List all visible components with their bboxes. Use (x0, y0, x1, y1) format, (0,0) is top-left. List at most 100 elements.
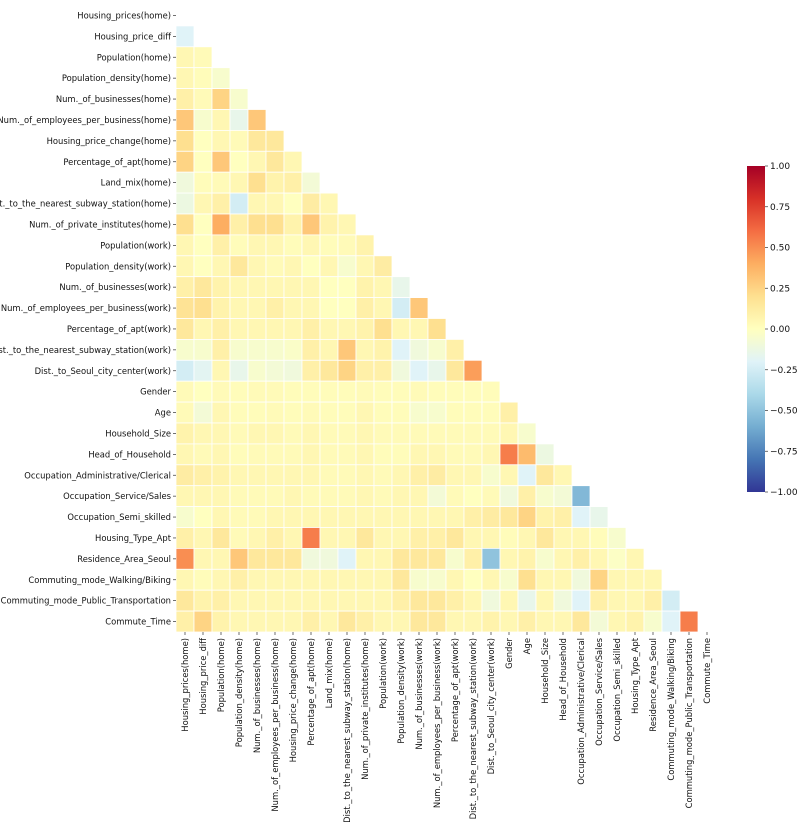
heatmap-cell (499, 401, 519, 424)
heatmap-cell (229, 234, 249, 257)
heatmap-cell (535, 568, 555, 591)
heatmap-cell (247, 338, 267, 361)
heatmap-cell (337, 422, 357, 445)
heatmap-cell (373, 276, 393, 299)
heatmap-cell (229, 506, 249, 528)
heatmap-cell (499, 443, 519, 466)
heatmap-cell (247, 234, 267, 257)
heatmap-cell (517, 589, 537, 612)
heatmap-cell (373, 548, 393, 570)
row-label: Population(work) (100, 240, 171, 250)
heatmap-cell (427, 485, 447, 508)
heatmap-cell (247, 506, 267, 528)
heatmap-cell (427, 422, 447, 445)
heatmap-cell (193, 192, 213, 215)
row-label: Dist._to_the_nearest_subway_station(home… (0, 199, 171, 209)
row-label: Household_Size (105, 428, 171, 438)
heatmap-cell (355, 443, 375, 466)
heatmap-cell (175, 192, 195, 215)
heatmap-cell (301, 255, 321, 278)
row-label: Dist._to_the_nearest_subway_station(work… (0, 345, 171, 355)
heatmap-cell (481, 464, 501, 487)
heatmap-cell (175, 589, 195, 612)
heatmap-cell (373, 527, 393, 549)
heatmap-cell (373, 485, 393, 508)
heatmap-cell (265, 171, 285, 194)
heatmap-cell (319, 610, 339, 633)
heatmap-cell (337, 276, 357, 299)
heatmap-cell (211, 297, 231, 319)
heatmap-cell (337, 359, 357, 382)
heatmap-cell (553, 527, 573, 549)
heatmap-cell (265, 506, 285, 528)
heatmap-cell (211, 234, 231, 257)
heatmap-cell (229, 150, 249, 173)
heatmap-cell (301, 380, 321, 403)
heatmap-cell (319, 359, 339, 382)
heatmap-cell (463, 380, 483, 403)
heatmap-cell (427, 610, 447, 633)
heatmap-cell (193, 88, 213, 110)
heatmap-cell (391, 422, 411, 445)
heatmap-cell (211, 129, 231, 152)
heatmap-cell (391, 276, 411, 299)
heatmap-cell (571, 527, 591, 549)
heatmap-cell (373, 338, 393, 361)
heatmap-cell (409, 318, 429, 340)
heatmap-cell (445, 401, 465, 424)
heatmap-cell (337, 338, 357, 361)
heatmap-cell (283, 359, 303, 382)
column-label: Occupation_Semi_skilled (612, 638, 622, 742)
heatmap-cell (211, 192, 231, 215)
heatmap-cell (409, 380, 429, 403)
heatmap-cell (319, 213, 339, 236)
heatmap-cell (391, 506, 411, 528)
column-label: Occupation_Service/Sales (594, 638, 604, 746)
heatmap-cell (355, 297, 375, 319)
column-label: Occupation_Administrative/Clerical (576, 638, 586, 785)
heatmap-cell (265, 401, 285, 424)
column-label: Population(work) (378, 638, 388, 709)
heatmap-cell (265, 443, 285, 466)
column-label: Num._of_private_institutes(home) (360, 638, 370, 780)
heatmap-cell (373, 464, 393, 487)
heatmap-cell (211, 422, 231, 445)
column-label: Population_density(work) (396, 638, 406, 744)
heatmap-cell (175, 297, 195, 319)
heatmap-cell (211, 359, 231, 382)
heatmap-cell (301, 548, 321, 570)
heatmap-cell (337, 234, 357, 257)
heatmap-cell (211, 318, 231, 340)
row-label: Commuting_mode_Public_Transportation (1, 596, 171, 606)
heatmap-cell (481, 422, 501, 445)
heatmap-cell (301, 234, 321, 257)
heatmap-cell (427, 506, 447, 528)
heatmap-cell (625, 589, 645, 612)
heatmap-cell (301, 485, 321, 508)
heatmap-cell (355, 506, 375, 528)
colorbar-tick-label: 0.50 (770, 244, 790, 254)
heatmap-cell (175, 234, 195, 257)
heatmap-cell (427, 401, 447, 424)
row-label: Commute_Time (105, 617, 171, 627)
heatmap-cell (463, 548, 483, 570)
heatmap-cell (175, 527, 195, 549)
heatmap-cell (301, 506, 321, 528)
heatmap-cell (211, 150, 231, 173)
heatmap-cell (553, 589, 573, 612)
heatmap-cell (265, 276, 285, 299)
row-label: Occupation_Service/Sales (63, 491, 171, 501)
heatmap-cell (481, 380, 501, 403)
column-label: Dist._to_Seoul_city_center(work) (486, 638, 496, 774)
heatmap-cell (283, 276, 303, 299)
heatmap-cell (175, 213, 195, 236)
heatmap-cell (445, 443, 465, 466)
row-label: Percentage_of_apt(home) (63, 157, 171, 167)
heatmap-cell (355, 548, 375, 570)
column-label: Num._of_businesses(work) (414, 638, 424, 750)
heatmap-cell (319, 192, 339, 215)
heatmap-cell (193, 297, 213, 319)
row-label: Num._of_employees_per_business(work) (1, 303, 171, 313)
heatmap-cell (427, 443, 447, 466)
column-label: Dist._to_the_nearest_subway_station(home… (342, 638, 352, 823)
